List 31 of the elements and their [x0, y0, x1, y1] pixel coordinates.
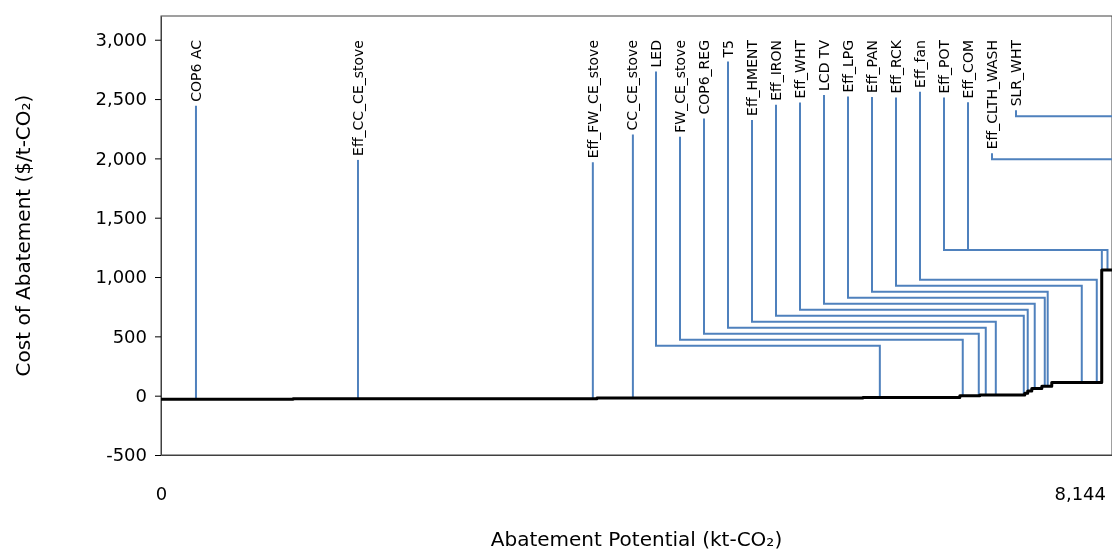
annotation: Eff_LPG	[839, 40, 856, 93]
annotation: LED	[647, 40, 664, 68]
annotation: Eff_FW_CE_stove	[584, 40, 601, 159]
annotation: FW_CE_stove	[671, 40, 688, 133]
y-tick-label: 1,000	[95, 266, 147, 288]
annotation: Eff_PAN	[863, 40, 880, 94]
x-axis-title: Abatement Potential (kt-CO₂)	[490, 527, 783, 551]
annotation: CC_CE_stove	[623, 40, 640, 131]
annotation: Eff_CLTH_WASH	[983, 40, 1000, 150]
annotation: SLR_WHT	[1007, 39, 1024, 107]
annotation: COP6 AC	[187, 39, 204, 102]
annotation: COP6_REG	[695, 40, 712, 115]
y-tick-label: 500	[112, 325, 147, 347]
y-tick-label: 0	[135, 384, 147, 406]
annotation: Eff_HMENT	[743, 39, 760, 116]
annotation: T5	[719, 40, 736, 59]
annotation: Eff_CC_CE_stove	[349, 40, 366, 156]
y-tick-label: 2,000	[95, 147, 147, 169]
y-tick-label: 3,000	[95, 28, 147, 50]
annotation: Eff_IRON	[767, 40, 784, 101]
y-tick-label: -500	[106, 444, 147, 466]
annotation: Eff_WHT	[791, 39, 808, 99]
y-axis-title: Cost of Abatement ($/t-CO₂)	[11, 94, 35, 377]
x-tick-label: 8,144	[1054, 482, 1106, 504]
annotation: Eff_COM	[959, 40, 976, 99]
annotation: Eff_POT	[935, 39, 952, 94]
annotation: LCD TV	[815, 39, 832, 91]
annotation: Eff_RCK	[887, 39, 904, 94]
y-tick-label: 2,500	[95, 88, 147, 110]
y-tick-label: 1,500	[95, 206, 147, 228]
annotation: Eff_fan	[911, 40, 928, 88]
